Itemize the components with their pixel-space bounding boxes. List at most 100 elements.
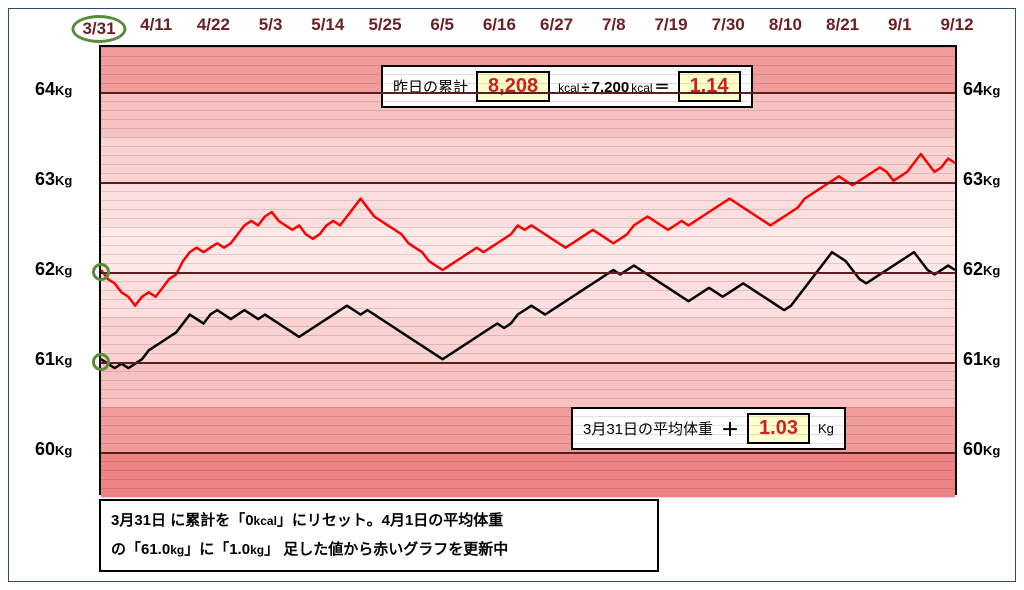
minor-gridline	[101, 389, 955, 390]
major-gridline	[101, 272, 955, 274]
caption-line-2: の「61.0kg」に「1.0kg」 足した値から赤いグラフを更新中	[111, 536, 647, 565]
minor-gridline	[101, 101, 955, 102]
caption-2c: 」に「1.0	[184, 541, 250, 558]
caption-1e: 4月1日の平均体重	[382, 512, 504, 529]
minor-gridline	[101, 245, 955, 246]
callout-top-value: 8,208	[476, 71, 550, 102]
x-tick: 8/21	[826, 15, 859, 35]
minor-gridline	[101, 209, 955, 210]
x-tick: 6/16	[483, 15, 516, 35]
minor-gridline	[101, 173, 955, 174]
minor-gridline	[101, 146, 955, 147]
x-tick: 9/1	[888, 15, 912, 35]
minor-gridline	[101, 488, 955, 489]
minor-gridline	[101, 65, 955, 66]
start-marker-black	[92, 353, 110, 371]
minor-gridline	[101, 119, 955, 120]
minor-gridline	[101, 164, 955, 165]
minor-gridline	[101, 110, 955, 111]
y-tick-label-right: 60Kg	[963, 439, 1000, 460]
minor-gridline	[101, 317, 955, 318]
y-tick-label-left: 62Kg	[35, 259, 72, 280]
y-tick-label-left: 60Kg	[35, 439, 72, 460]
x-tick: 6/27	[540, 15, 573, 35]
minor-gridline	[101, 434, 955, 435]
callout-bottom-value: 1.03	[747, 413, 810, 444]
x-tick: 4/11	[140, 15, 172, 35]
minor-gridline	[101, 191, 955, 192]
caption-1a: 3月31日	[111, 512, 166, 529]
plot-area: 昨日の累計 8,208 kcal ÷ 7,200 kcal ＝ 1.14 3月3…	[99, 45, 957, 495]
minor-gridline	[101, 308, 955, 309]
caption-1b: に累計を「0	[166, 512, 254, 529]
x-axis: 3/314/114/225/35/145/256/56/166/277/87/1…	[99, 15, 955, 39]
major-gridline	[101, 452, 955, 454]
caption-2d: kg	[250, 543, 264, 557]
x-tick: 5/14	[311, 15, 344, 35]
series-line	[101, 252, 955, 368]
minor-gridline	[101, 344, 955, 345]
minor-gridline	[101, 263, 955, 264]
y-tick-label-right: 63Kg	[963, 169, 1000, 190]
minor-gridline	[101, 254, 955, 255]
x-tick: 5/25	[368, 15, 401, 35]
major-gridline	[101, 182, 955, 184]
caption-box: 3月31日 に累計を「0kcal」にリセット。4月1日の平均体重 の「61.0k…	[99, 499, 659, 572]
minor-gridline	[101, 137, 955, 138]
minor-gridline	[101, 380, 955, 381]
start-marker-red	[92, 263, 110, 281]
minor-gridline	[101, 497, 955, 498]
x-tick: 6/5	[430, 15, 454, 35]
minor-gridline	[101, 83, 955, 84]
minor-gridline	[101, 353, 955, 354]
major-gridline	[101, 362, 955, 364]
x-tick: 8/10	[769, 15, 802, 35]
y-tick-label-left: 63Kg	[35, 169, 72, 190]
minor-gridline	[101, 74, 955, 75]
y-tick-label-right: 62Kg	[963, 259, 1000, 280]
caption-2a: の「61.0	[111, 541, 170, 558]
x-tick: 4/22	[197, 15, 230, 35]
minor-gridline	[101, 290, 955, 291]
minor-gridline	[101, 407, 955, 408]
minor-gridline	[101, 425, 955, 426]
minor-gridline	[101, 416, 955, 417]
major-gridline	[101, 92, 955, 94]
y-tick-label-right: 64Kg	[963, 79, 1000, 100]
minor-gridline	[101, 56, 955, 57]
chart-frame: 3/31 4/11 4/22 5/3 5/14 5/25 6/5 6/16 6/27 7/8 7/1…	[8, 8, 1016, 582]
x-tick: 7/8	[602, 15, 626, 35]
y-tick-label-left: 64Kg	[35, 79, 72, 100]
minor-gridline	[101, 236, 955, 237]
minor-gridline	[101, 461, 955, 462]
callout-top-result: 1.14	[678, 71, 741, 102]
x-tick: 9/12	[940, 15, 973, 35]
minor-gridline	[101, 299, 955, 300]
minor-gridline	[101, 443, 955, 444]
minor-gridline	[101, 227, 955, 228]
x-tick: 7/19	[654, 15, 687, 35]
minor-gridline	[101, 281, 955, 282]
callout-bottom-label: 3月31日の平均体重	[583, 418, 713, 439]
minor-gridline	[101, 200, 955, 201]
plus-sign: ＋	[721, 416, 739, 442]
caption-1d: 」にリセット。	[277, 512, 382, 529]
minor-gridline	[101, 479, 955, 480]
x-tick: 3/31	[71, 15, 126, 43]
minor-gridline	[101, 47, 955, 48]
caption-1c: kcal	[254, 514, 277, 528]
minor-gridline	[101, 398, 955, 399]
series-line	[101, 154, 955, 306]
y-tick-label-left: 61Kg	[35, 349, 72, 370]
caption-2b: kg	[170, 543, 184, 557]
minor-gridline	[101, 128, 955, 129]
minor-gridline	[101, 218, 955, 219]
x-tick: 7/30	[712, 15, 745, 35]
minor-gridline	[101, 335, 955, 336]
y-tick-label-right: 61Kg	[963, 349, 1000, 370]
caption-2e: 」 足した値から赤いグラフを更新中	[264, 541, 508, 558]
minor-gridline	[101, 326, 955, 327]
caption-line-1: 3月31日 に累計を「0kcal」にリセット。4月1日の平均体重	[111, 507, 647, 536]
minor-gridline	[101, 371, 955, 372]
x-tick: 5/3	[259, 15, 283, 35]
